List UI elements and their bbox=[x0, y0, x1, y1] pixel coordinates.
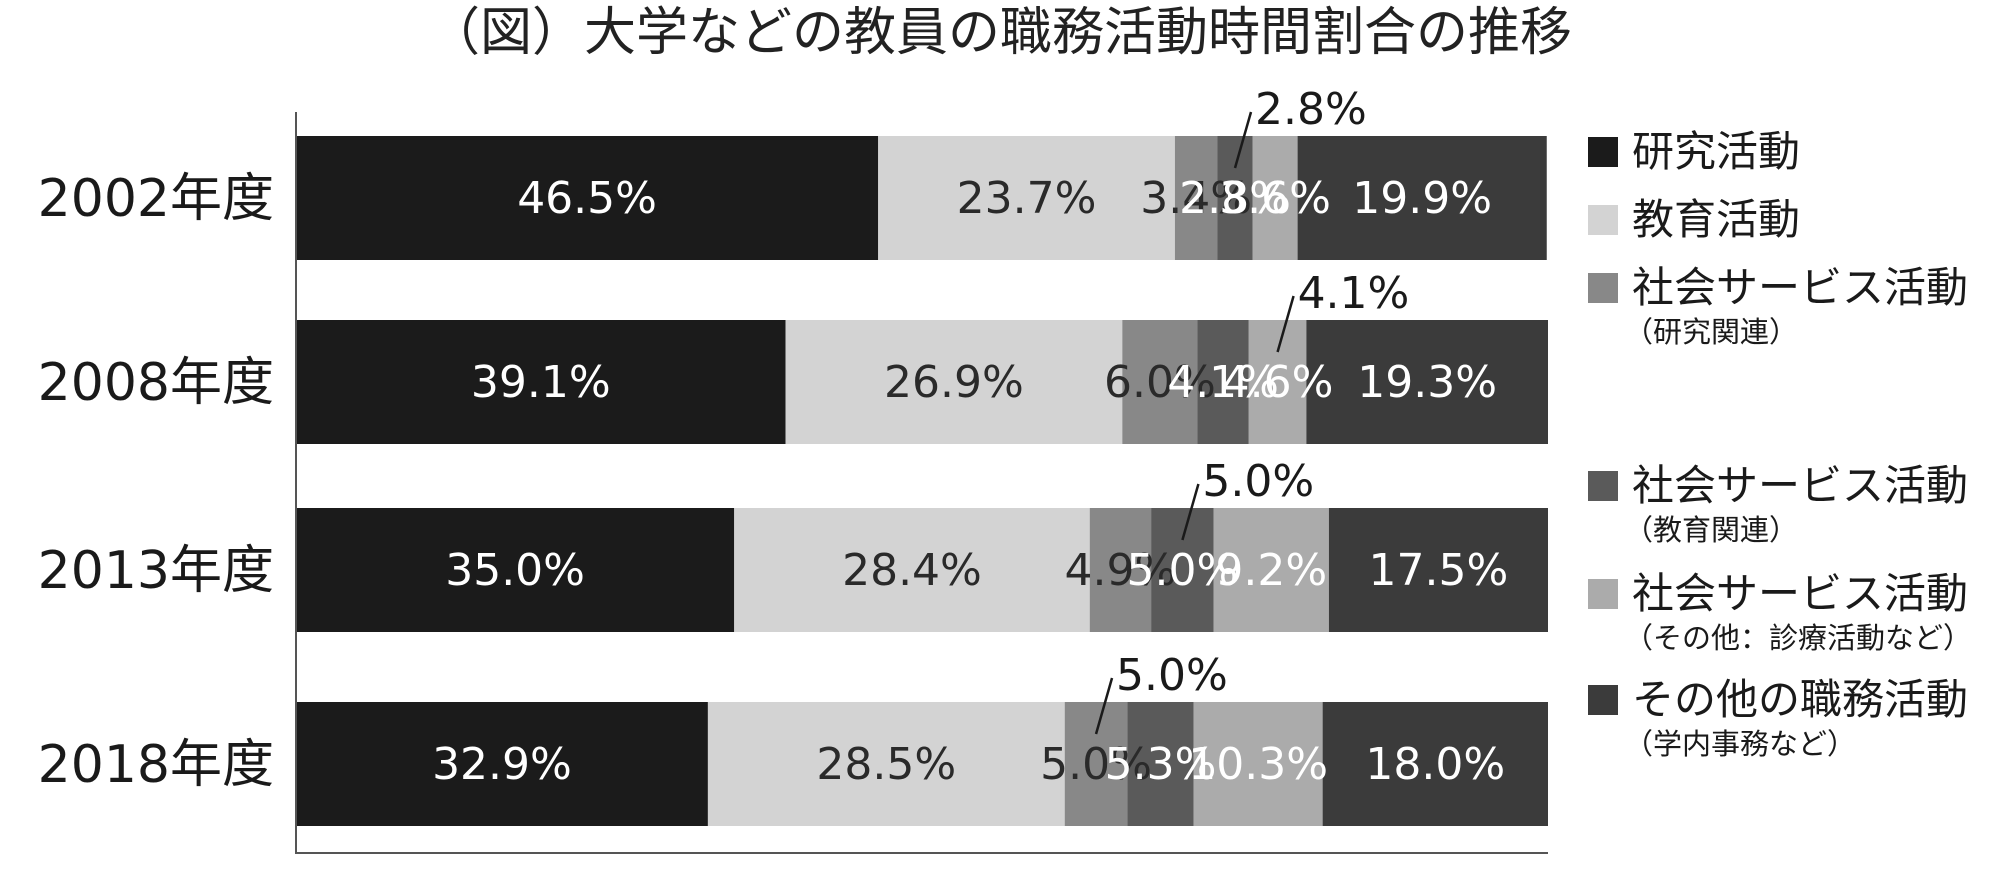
legend-sublabel: （その他：診療活動など） bbox=[1624, 621, 1972, 655]
bar-segment bbox=[1197, 320, 1249, 444]
data-label: 4.6% bbox=[1222, 357, 1334, 408]
legend-swatch bbox=[1588, 137, 1618, 167]
data-label: 3.4% bbox=[1140, 173, 1252, 224]
data-label: 3.6% bbox=[1219, 173, 1331, 224]
data-label: 9.2% bbox=[1215, 545, 1327, 596]
bar-segment bbox=[1127, 702, 1194, 826]
bar-segment bbox=[1151, 508, 1214, 632]
callout-leader-line bbox=[1094, 677, 1114, 735]
bar-segment bbox=[296, 320, 786, 444]
callout-label: 5.0% bbox=[1202, 456, 1314, 507]
bar-segment bbox=[707, 702, 1065, 826]
callout-label: 5.0% bbox=[1116, 650, 1228, 701]
category-label: 2013年度 bbox=[38, 541, 274, 601]
bar-segment bbox=[878, 136, 1175, 260]
bar-segment bbox=[1252, 136, 1298, 260]
data-label: 4.9% bbox=[1065, 545, 1177, 596]
bar-segment bbox=[296, 702, 708, 826]
legend-swatch bbox=[1588, 273, 1618, 303]
bar-segment bbox=[1193, 702, 1323, 826]
category-label: 2008年度 bbox=[38, 353, 274, 413]
bar-segment bbox=[734, 508, 1090, 632]
bar-segment bbox=[1174, 136, 1218, 260]
bar-segment bbox=[1322, 702, 1548, 826]
bar-segment bbox=[1089, 508, 1152, 632]
callout-label: 2.8% bbox=[1255, 84, 1367, 135]
data-label: 35.0% bbox=[445, 545, 585, 596]
bar-segment bbox=[296, 136, 879, 260]
data-label: 39.1% bbox=[471, 357, 611, 408]
bar-segment bbox=[1122, 320, 1198, 444]
bar-segment bbox=[1248, 320, 1307, 444]
legend-swatch bbox=[1588, 471, 1618, 501]
data-label: 18.0% bbox=[1365, 739, 1505, 790]
callout-leader-line bbox=[1233, 111, 1253, 169]
callout-label: 4.1% bbox=[1298, 268, 1410, 319]
data-label: 10.3% bbox=[1188, 739, 1328, 790]
data-label: 46.5% bbox=[517, 173, 657, 224]
data-label: 5.0% bbox=[1040, 739, 1152, 790]
legend-swatch bbox=[1588, 579, 1618, 609]
legend: 研究活動教育活動社会サービス活動（研究関連）社会サービス活動（教育関連）社会サー… bbox=[1588, 127, 1972, 761]
legend-label: 研究活動 bbox=[1632, 127, 1800, 176]
legend-label: 社会サービス活動 bbox=[1632, 569, 1968, 618]
data-label: 5.0% bbox=[1127, 545, 1239, 596]
data-label: 2.8% bbox=[1179, 173, 1291, 224]
data-label: 4.1% bbox=[1167, 357, 1279, 408]
data-label: 6.0% bbox=[1104, 357, 1216, 408]
data-label: 32.9% bbox=[432, 739, 572, 790]
bar-segment bbox=[785, 320, 1123, 444]
data-label: 28.5% bbox=[816, 739, 956, 790]
chart-title: （図）大学などの教員の職務活動時間割合の推移 bbox=[428, 3, 1572, 63]
data-label: 26.9% bbox=[884, 357, 1024, 408]
category-label: 2002年度 bbox=[38, 169, 274, 229]
bar-segment bbox=[1213, 508, 1329, 632]
data-label: 19.3% bbox=[1357, 357, 1497, 408]
bars: 2002年度 2008年度 2013年度 2018年度 46.5% 23.7% 3.4%2.… bbox=[38, 84, 1548, 826]
legend-label: 社会サービス活動 bbox=[1632, 263, 1968, 312]
legend-swatch bbox=[1588, 205, 1618, 235]
legend-swatch bbox=[1588, 685, 1618, 715]
category-label: 2018年度 bbox=[38, 735, 274, 795]
bar-segment bbox=[296, 508, 735, 632]
legend-label: その他の職務活動 bbox=[1632, 675, 1968, 724]
legend-label: 教育活動 bbox=[1632, 195, 1800, 244]
data-label: 19.9% bbox=[1352, 173, 1492, 224]
legend-sublabel: （学内事務など） bbox=[1624, 727, 1856, 761]
bar-segment bbox=[1328, 508, 1548, 632]
legend-label: 社会サービス活動 bbox=[1632, 461, 1968, 510]
callout-leader-line bbox=[1181, 483, 1200, 541]
bar-segment bbox=[1306, 320, 1548, 444]
bar-segment bbox=[1217, 136, 1253, 260]
callout-leader-line bbox=[1276, 295, 1295, 353]
data-label: 5.3% bbox=[1105, 739, 1217, 790]
legend-sublabel: （教育関連） bbox=[1624, 513, 1798, 547]
data-label: 17.5% bbox=[1369, 545, 1509, 596]
data-label: 23.7% bbox=[957, 173, 1097, 224]
data-label: 28.4% bbox=[842, 545, 982, 596]
bar-segment bbox=[1064, 702, 1128, 826]
legend-sublabel: （研究関連） bbox=[1624, 315, 1798, 349]
bar-segment bbox=[1297, 136, 1547, 260]
